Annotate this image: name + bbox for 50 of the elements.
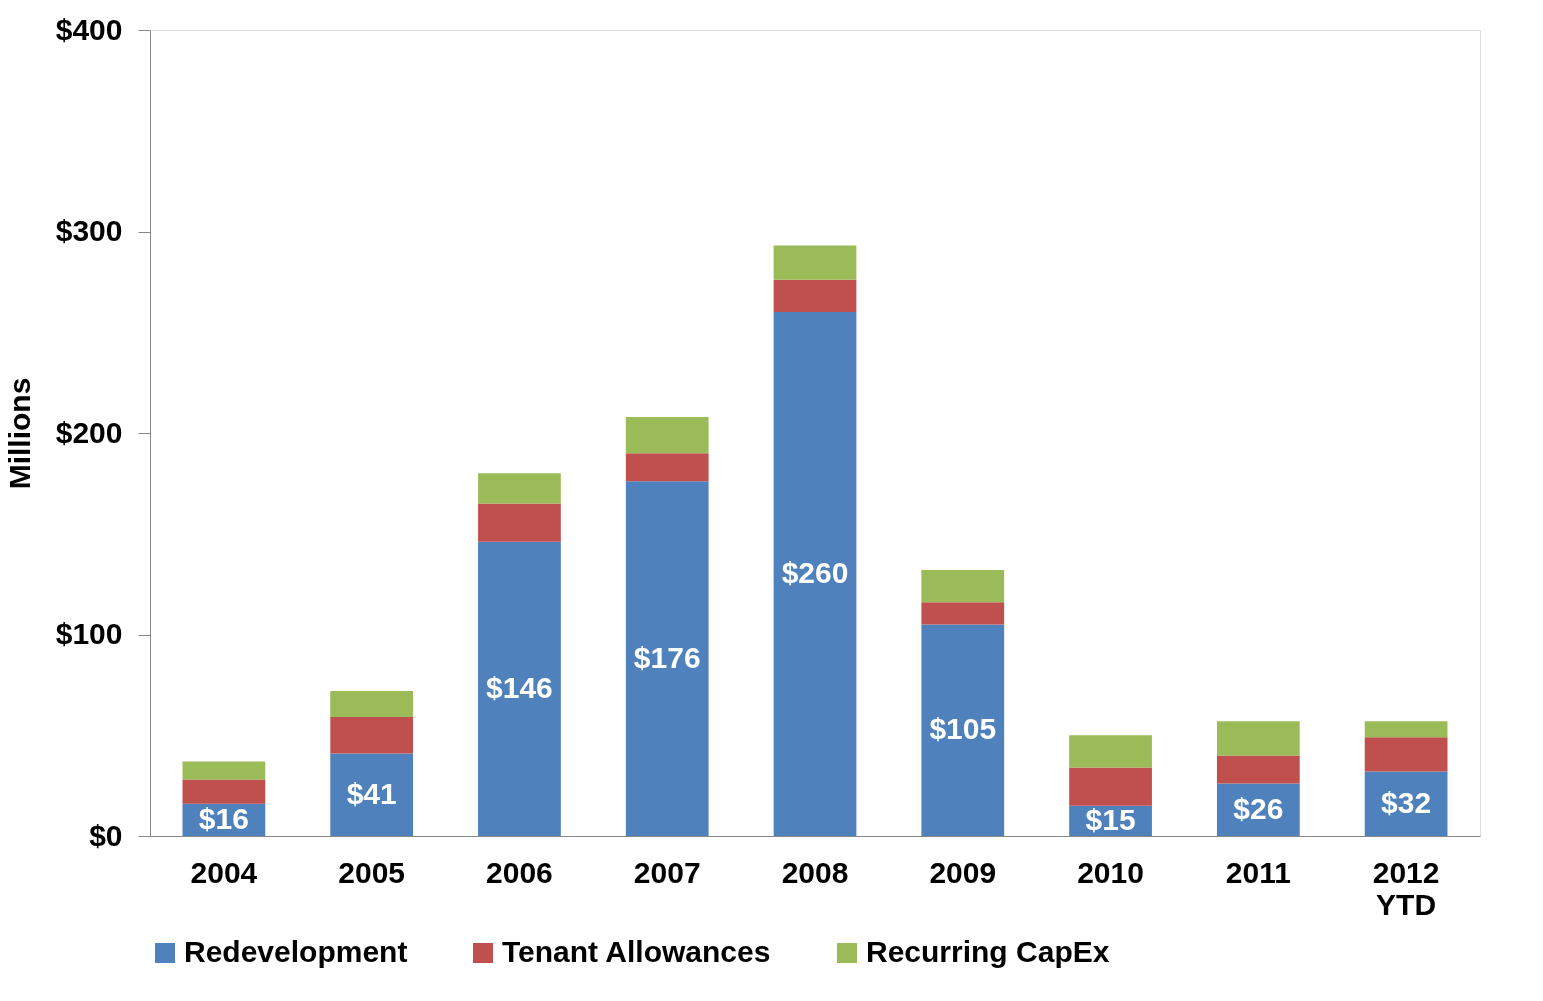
x-tick-label: 2008 [781,855,849,889]
bar [921,602,1005,625]
y-tick-label: $0 [89,818,123,852]
bar [773,245,857,280]
data-label: $32 [1381,785,1432,819]
legend-label: Redevelopment [184,935,408,968]
bar [921,570,1005,603]
bar [478,473,561,504]
y-tick-label: $300 [55,214,123,247]
bar [773,279,857,313]
bar [1364,721,1448,738]
y-tick-label: $100 [55,617,123,650]
bar [330,690,414,718]
bar [625,416,709,454]
y-axis-title: Millions [2,377,36,490]
bar [478,541,561,836]
x-tick-label: 2010 [1077,855,1144,889]
bar [625,453,709,482]
y-tick-label: $200 [55,415,123,449]
bar [1216,721,1300,756]
x-tick-label: 2005 [338,855,406,889]
data-label: $26 [1233,791,1284,825]
data-label: $15 [1085,802,1136,836]
bar [330,753,414,836]
bar [1216,755,1300,784]
data-label: $41 [346,776,397,810]
x-tick-label: 2009 [929,855,997,889]
x-tick-label: 2004 [190,855,258,889]
data-label: $105 [929,712,997,746]
bar [921,624,1005,836]
x-tick-label: 2007 [633,855,701,889]
bar [478,503,561,542]
bar [1364,737,1448,772]
data-label: $146 [486,670,553,704]
data-label: $176 [633,640,701,674]
x-tick-label: 2011 [1225,855,1291,889]
data-label: $16 [198,801,249,835]
bar [1069,735,1152,768]
data-label: $260 [781,556,849,590]
x-tick-label: 2012 YTD [1372,855,1440,921]
bar [182,779,266,804]
bar [773,312,857,836]
bar [625,481,709,836]
legend-label: Recurring CapEx [866,935,1110,968]
legend-label: Tenant Allowances [502,935,771,968]
y-tick-label: $400 [55,12,123,46]
x-tick-label: 2006 [486,855,553,889]
bar [330,717,414,754]
bar [182,761,266,780]
bar [1069,767,1152,806]
